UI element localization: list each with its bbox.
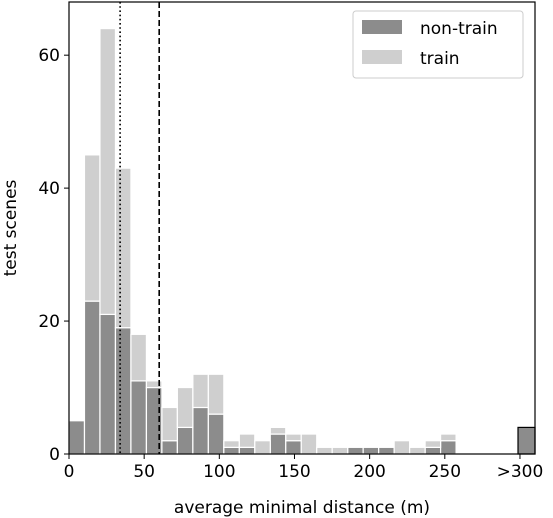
x-tick-label: 200 — [353, 462, 385, 482]
bar-train-22 — [409, 446, 426, 455]
bar-train-7 — [176, 386, 194, 429]
bar-non-train-23 — [424, 446, 442, 455]
x-tick-label: >300 — [497, 462, 544, 482]
legend-label-train: train — [420, 49, 460, 69]
reference-lines — [119, 2, 160, 454]
bar-train-12 — [254, 440, 271, 455]
bar-train-17 — [331, 446, 349, 455]
bar-train-1 — [83, 154, 101, 302]
x-tick-label: 150 — [278, 462, 310, 482]
bar-non-train-6 — [161, 440, 178, 455]
bar-train-10 — [223, 440, 240, 448]
legend: non-train train — [352, 10, 524, 79]
y-tick-label: 40 — [38, 179, 60, 199]
bar-non-train-29 — [517, 426, 536, 455]
x-axis-ticks: 0 50 100 150 200 250 >300 — [64, 454, 544, 482]
bar-non-train-13 — [269, 433, 287, 455]
x-axis-label: average minimal distance (m) — [174, 498, 430, 518]
y-axis-ticks: 0 20 40 60 — [38, 46, 69, 465]
plot-frame — [68, 1, 536, 455]
bar-non-train-1 — [83, 300, 101, 455]
x-tick-label: 100 — [203, 462, 235, 482]
bar-train-9 — [207, 373, 225, 415]
bar-non-train-10 — [223, 446, 240, 455]
legend-swatch-non-train — [362, 20, 402, 34]
bar-non-train-4 — [130, 380, 148, 455]
bar-train-3 — [114, 167, 132, 329]
y-axis-label: test scenes — [1, 179, 21, 276]
x-tick-label: 250 — [429, 462, 461, 482]
bar-non-train-9 — [207, 413, 225, 455]
bar-non-train-11 — [238, 446, 256, 455]
bar-train-11 — [238, 433, 256, 448]
bar-train-23 — [424, 440, 442, 448]
bar-train-16 — [316, 446, 333, 455]
bar-non-train-7 — [176, 426, 194, 455]
bar-non-train-20 — [378, 446, 395, 455]
legend-label-non-train: non-train — [420, 19, 498, 39]
bar-train-4 — [130, 333, 148, 382]
bar-non-train-8 — [192, 406, 209, 455]
bar-train-5 — [145, 380, 163, 389]
x-tick-label: 0 — [64, 462, 75, 482]
bars-layer — [68, 27, 536, 455]
bar-train-21 — [393, 440, 411, 455]
x-tick-label: 50 — [133, 462, 155, 482]
bar-non-train-2 — [99, 313, 117, 455]
y-tick-label: 20 — [38, 312, 60, 332]
bar-non-train-3 — [114, 327, 132, 455]
y-tick-label: 60 — [38, 46, 60, 66]
y-tick-label: 0 — [49, 445, 60, 465]
legend-swatch-train — [362, 50, 402, 64]
bar-train-14 — [285, 433, 302, 442]
bar-non-train-14 — [285, 440, 302, 455]
bar-non-train-19 — [362, 446, 380, 455]
bar-train-24 — [440, 433, 457, 442]
bar-train-2 — [99, 27, 117, 316]
bar-train-15 — [300, 433, 318, 455]
bar-train-8 — [192, 373, 209, 409]
bar-non-train-24 — [440, 440, 457, 455]
bar-non-train-18 — [347, 446, 364, 455]
bar-train-6 — [161, 406, 178, 442]
bar-train-13 — [269, 426, 287, 435]
bar-non-train-0 — [68, 420, 86, 455]
